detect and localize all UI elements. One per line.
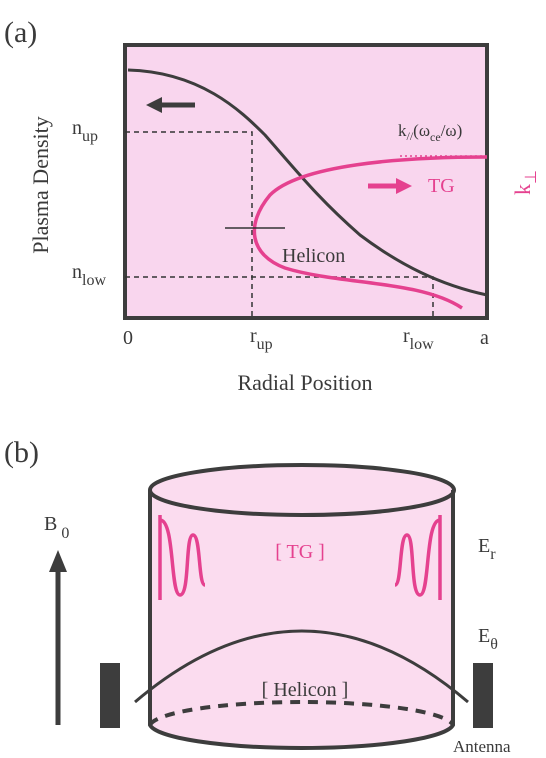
- label: Eθ: [478, 625, 498, 653]
- x-tick: 0: [123, 327, 133, 349]
- arrow-head: [49, 550, 67, 572]
- label: [ TG ]: [275, 541, 325, 563]
- annotation: Helicon: [282, 245, 345, 267]
- antenna: [473, 663, 493, 728]
- annotation: TG: [428, 175, 455, 197]
- figure: (a) Plasma Density nup nlow 0 rup rlow a…: [0, 0, 546, 758]
- x-tick: rlow: [403, 325, 434, 353]
- label: Er: [478, 535, 496, 563]
- y-tick: nup: [72, 117, 98, 145]
- antenna: [100, 663, 120, 728]
- panel-label: (b): [4, 436, 39, 469]
- x-tick: rup: [250, 325, 273, 353]
- label: Antenna: [453, 737, 511, 756]
- y-axis-label: Plasma Density: [28, 116, 53, 254]
- label: [ Helicon ]: [262, 679, 349, 701]
- x-tick: a: [480, 327, 489, 349]
- y-tick: nlow: [72, 261, 106, 289]
- panel-label: (a): [4, 16, 37, 49]
- cylinder-top: [150, 465, 454, 515]
- annotation: k⊥: [510, 170, 540, 195]
- x-axis-label: Radial Position: [237, 370, 372, 395]
